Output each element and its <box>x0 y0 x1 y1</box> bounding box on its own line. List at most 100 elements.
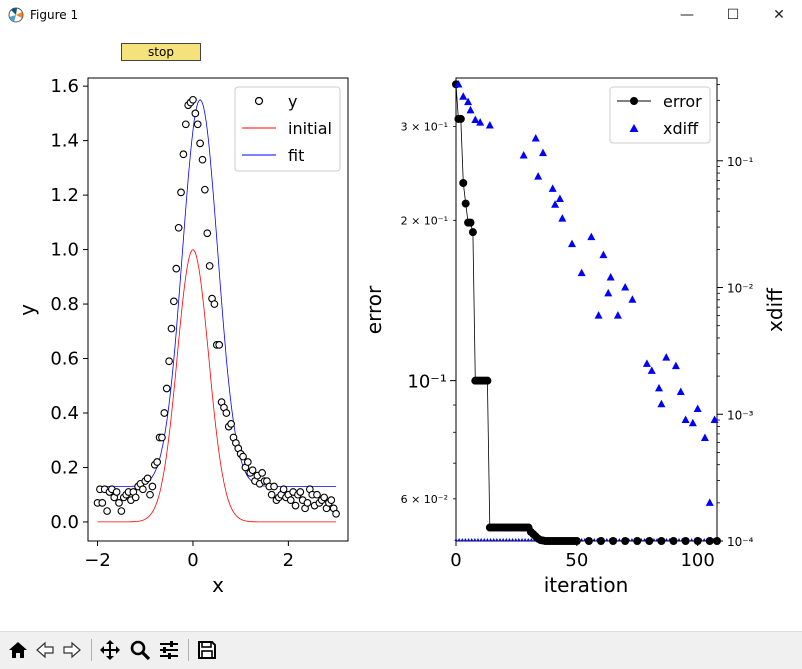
xdiff-marker <box>604 288 613 297</box>
xdiff-marker <box>606 272 615 281</box>
legend-marker-xdiff <box>629 124 639 132</box>
data-point-y <box>160 409 169 417</box>
data-point-y <box>291 501 300 510</box>
data-point-y <box>191 109 200 118</box>
xdiff-marker <box>519 151 528 159</box>
data-point-y <box>179 150 188 159</box>
xdiff-floor-marker <box>523 538 527 541</box>
data-point-y <box>267 490 276 499</box>
data-point-y <box>148 482 157 491</box>
error-marker <box>657 537 666 545</box>
xdiff-floor-marker <box>492 538 496 541</box>
matplotlib-logo-icon <box>8 7 24 23</box>
data-point-y <box>327 496 336 504</box>
right-axes-frame <box>455 77 718 542</box>
xdiff-marker <box>568 239 576 248</box>
xdiff-floor-marker <box>488 538 493 541</box>
xdiff-tick-label: 10⁻⁴ <box>727 535 754 549</box>
data-point-y <box>313 490 321 499</box>
left-xlabel: x <box>212 573 224 597</box>
data-point-y <box>198 155 207 164</box>
toolbar-separator <box>188 639 189 661</box>
zoom-icon <box>130 640 151 661</box>
error-marker <box>645 537 654 545</box>
error-minor-tick-label: 2 × 10⁻¹ <box>401 214 448 227</box>
xdiff-floor-marker <box>630 538 634 541</box>
xdiff-marker <box>459 92 468 100</box>
pan-button[interactable] <box>98 638 122 662</box>
minimize-button[interactable]: — <box>664 0 710 30</box>
data-point-y <box>189 95 197 104</box>
right-xtick-label: 50 <box>565 550 588 571</box>
data-point-y <box>303 499 312 507</box>
left-axes-ticks: −2 0 2 0.0 0.2 0.4 0.6 0.8 1.0 1.2 1.4 1.6 <box>50 76 294 571</box>
xdiff-marker <box>657 399 666 408</box>
xdiff-marker <box>548 184 557 192</box>
legend-label-error: error <box>663 92 702 111</box>
xdiff-floor-marker <box>520 538 524 541</box>
forward-button[interactable] <box>60 638 84 662</box>
xdiff-floor-marker <box>507 538 512 541</box>
xdiff-floor-marker <box>514 538 518 541</box>
right-legend: error xdiff <box>609 86 711 144</box>
legend-label-fit: fit <box>288 146 304 165</box>
legend-marker-y <box>254 96 264 106</box>
window-title: Figure 1 <box>30 8 79 22</box>
xdiff-floor-marker <box>510 538 515 541</box>
xdiff-marker <box>534 172 543 180</box>
data-point-y <box>103 507 111 515</box>
left-ytick-label: 0.2 <box>50 457 79 478</box>
error-minor-tick-label: 3 × 10⁻¹ <box>401 121 448 134</box>
save-button[interactable] <box>195 638 219 662</box>
xdiff-marker <box>594 311 603 319</box>
left-xtick-label: 2 <box>283 550 294 571</box>
data-point-y <box>117 507 126 515</box>
right-xlabel: iteration <box>544 573 629 597</box>
left-xtick-label: −2 <box>84 550 111 571</box>
xdiff-marker <box>551 200 560 208</box>
error-marker <box>705 537 714 545</box>
legend-label-xdiff: xdiff <box>663 119 699 138</box>
curve-initial <box>97 249 337 523</box>
right-axes[interactable]: 0 50 100 10⁻¹ 6 × 10⁻² 2 × 10⁻¹ 3 × 10⁻¹ 10⁻⁴ 10… <box>362 77 787 597</box>
maximize-icon: ☐ <box>726 7 740 23</box>
xdiff-marker <box>688 418 697 427</box>
xdiff-marker <box>555 194 564 202</box>
data-point-y <box>193 120 202 129</box>
xdiff-floor-marker <box>529 538 533 541</box>
xdiff-floor-marker <box>526 538 530 541</box>
data-point-y <box>174 223 183 232</box>
data-point-y <box>177 188 185 197</box>
data-point-y <box>258 469 266 477</box>
xdiff-marker <box>705 498 714 506</box>
close-button[interactable]: ✕ <box>756 0 802 30</box>
zoom-button[interactable] <box>128 638 152 662</box>
configure-subplots-icon <box>160 641 178 659</box>
data-point-y <box>239 452 247 461</box>
data-point-y <box>227 420 235 428</box>
left-xtick-label: 0 <box>187 550 198 571</box>
minimize-icon: — <box>680 7 694 23</box>
xdiff-marker <box>577 268 586 277</box>
data-point-y <box>172 264 181 273</box>
xdiff-marker <box>476 118 485 126</box>
xdiff-floor-marker <box>482 538 486 541</box>
data-point-y <box>332 509 340 518</box>
xdiff-floor-marker <box>463 538 468 541</box>
maximize-button[interactable]: ☐ <box>710 0 756 30</box>
close-icon: ✕ <box>773 7 785 23</box>
stop-button[interactable]: stop <box>121 43 201 61</box>
home-button[interactable] <box>6 638 30 662</box>
data-point-y <box>167 324 176 333</box>
data-point-y <box>279 485 288 494</box>
configure-subplots-button[interactable] <box>157 638 181 662</box>
back-button[interactable] <box>33 638 57 662</box>
data-point-y <box>205 262 214 270</box>
xdiff-marker <box>710 415 719 424</box>
left-ytick-label: 0.8 <box>50 294 79 315</box>
data-point-y <box>181 120 190 129</box>
xdiff-floor-marker <box>664 538 669 541</box>
left-legend-box <box>234 86 341 172</box>
left-axes[interactable]: −2 0 2 0.0 0.2 0.4 0.6 0.8 1.0 1.2 1.4 1.6 x y y in… <box>15 76 349 597</box>
xdiff-floor-marker <box>479 538 483 541</box>
